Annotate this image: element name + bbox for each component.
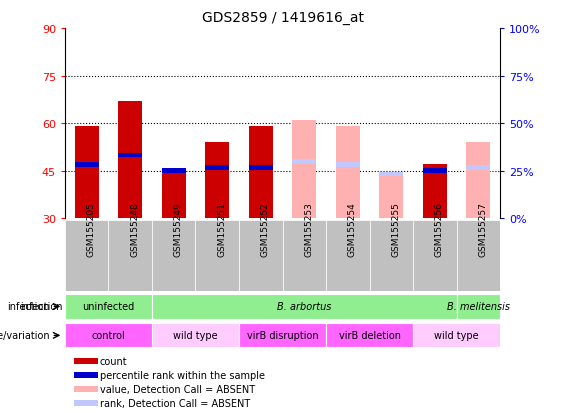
Bar <box>205 143 229 219</box>
Bar <box>108 221 152 291</box>
Bar <box>73 373 98 378</box>
Bar <box>379 175 403 219</box>
Text: virB disruption: virB disruption <box>247 330 318 341</box>
Text: GSM155256: GSM155256 <box>435 202 444 257</box>
Text: control: control <box>92 330 125 341</box>
Bar <box>423 169 447 174</box>
Bar <box>162 168 186 219</box>
Bar <box>65 294 152 319</box>
Bar <box>292 159 316 164</box>
Text: value, Detection Call = ABSENT: value, Detection Call = ABSENT <box>100 384 255 394</box>
Bar <box>75 127 99 219</box>
Bar <box>118 102 142 219</box>
Text: wild type: wild type <box>434 330 479 341</box>
Bar <box>65 221 108 291</box>
Text: count: count <box>100 356 127 366</box>
Bar <box>73 386 98 392</box>
Bar <box>249 166 273 171</box>
Text: GSM155248: GSM155248 <box>131 202 139 257</box>
Bar <box>326 323 413 348</box>
Text: genotype/variation: genotype/variation <box>0 330 50 341</box>
Bar <box>195 221 239 291</box>
Text: GSM155255: GSM155255 <box>391 202 400 257</box>
Bar <box>326 221 370 291</box>
Bar <box>413 221 457 291</box>
Bar <box>152 294 457 319</box>
Bar <box>466 143 490 219</box>
Bar <box>73 358 98 364</box>
Bar <box>336 127 360 219</box>
Text: GSM155254: GSM155254 <box>347 202 357 257</box>
Text: GSM155251: GSM155251 <box>217 202 226 257</box>
Text: GSM155249: GSM155249 <box>174 202 182 257</box>
Bar <box>370 221 413 291</box>
Text: GSM155252: GSM155252 <box>261 202 270 257</box>
Text: percentile rank within the sample: percentile rank within the sample <box>100 370 265 380</box>
Bar <box>466 166 490 171</box>
Text: GSM155253: GSM155253 <box>304 202 313 257</box>
Bar <box>205 166 229 171</box>
Text: GSM155257: GSM155257 <box>478 202 487 257</box>
Bar <box>423 165 447 219</box>
Bar <box>118 153 142 158</box>
Bar <box>152 221 195 291</box>
Text: infection: infection <box>20 301 62 312</box>
Bar <box>73 400 98 406</box>
Text: wild type: wild type <box>173 330 218 341</box>
Title: GDS2859 / 1419616_at: GDS2859 / 1419616_at <box>202 11 363 25</box>
Bar <box>292 121 316 219</box>
Bar <box>249 127 273 219</box>
Text: uninfected: uninfected <box>82 301 134 312</box>
Bar <box>457 294 500 319</box>
Bar <box>162 169 186 174</box>
Text: infection: infection <box>7 301 50 312</box>
Bar <box>75 163 99 167</box>
Bar <box>336 163 360 167</box>
Text: virB deletion: virB deletion <box>338 330 401 341</box>
Text: B. melitensis: B. melitensis <box>447 301 510 312</box>
Text: rank, Detection Call = ABSENT: rank, Detection Call = ABSENT <box>100 398 250 408</box>
Bar <box>457 221 500 291</box>
Bar <box>65 323 152 348</box>
Bar <box>152 323 239 348</box>
Bar <box>282 221 326 291</box>
Bar <box>239 221 282 291</box>
Bar <box>379 172 403 177</box>
Bar <box>413 323 500 348</box>
Text: GSM155205: GSM155205 <box>87 202 95 257</box>
Bar <box>239 323 326 348</box>
Text: B. arbortus: B. arbortus <box>277 301 332 312</box>
